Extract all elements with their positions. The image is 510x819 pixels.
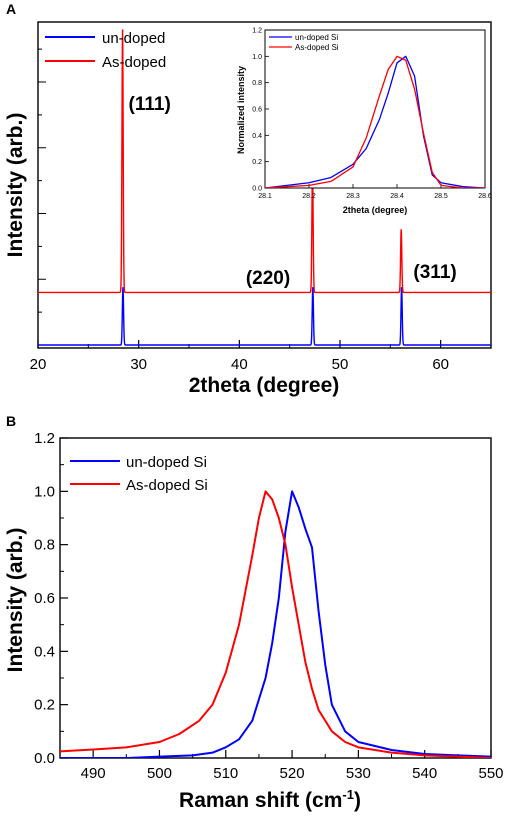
panel-a-inset: 28.1 28.2 28.3 28.4 28.5 28.6 0.0 0.2 0.4 0.6 0.8 1… [236,28,492,216]
panel-b-x-tick-label: 500 [147,765,172,782]
panel-b-x-axis-title: Raman shift (cm-1) [179,787,361,812]
panel-a-legend: un-doped As-doped [45,30,166,71]
series-line-as-doped [38,29,491,294]
panel-b-x-tick-label: 490 [81,765,106,782]
panel-a-frame [37,21,492,349]
panel-b-x-tick-label: 510 [213,765,238,782]
panel-b-x-tick-label: 550 [478,765,503,782]
panel-a-x-tick-label: 20 [30,356,47,373]
panel-b-y-tick-label: 0.4 [34,643,55,660]
inset-legend-label-as-doped: As-doped Si [295,43,339,52]
inset-x-tick-label: 28.2 [302,193,316,200]
panel-b-x-tick-label: 520 [280,765,305,782]
inset-y-tick-label: 0.6 [252,107,262,114]
inset-y-tick-label: 1.0 [252,54,262,61]
panel-a-x-tick-label: 60 [432,356,449,373]
panel-b-label: B [6,413,16,429]
series-line-un-doped [38,287,491,346]
inset-x-tick-label: 28.5 [434,193,448,200]
panel-a: 20 30 40 50 60 (111) (220) (311) un-doped As-d… [4,21,492,397]
x-axis-title-superscript: -1 [342,787,354,802]
panel-a-x-tick-label: 30 [130,356,147,373]
inset-y-tick-label: 0.4 [252,133,262,140]
panel-a-y-axis-title: Intensity (arb.) [4,113,27,258]
panel-b-y-tick-label: 0.2 [34,697,55,714]
panel-b-y-tick-label: 0.0 [34,750,55,767]
inset-legend-label-un-doped: un-doped Si [295,33,338,42]
series-line-as-doped-si [60,490,491,758]
panel-b-x-tick-label: 530 [346,765,371,782]
panel-b-y-tick-label: 1.0 [34,483,55,500]
inset-y-axis-title: Normalized intensity [236,66,246,154]
inset-y-tick-label: 0.0 [252,186,262,193]
panel-b-frame [59,437,492,759]
panel-b-y-axis-title: Intensity (arb.) [4,528,27,673]
x-axis-title-main: Raman shift (cm [179,789,342,812]
panel-b-y-tick-label: 0.6 [34,590,55,607]
panel-b: 490 500 510 520 530 540 550 0.0 0.2 0.4 0.6 0.8 1.0 1… [4,430,504,812]
inset-x-tick-label: 28.1 [258,193,272,200]
legend-label-as-doped: As-doped [102,54,166,71]
inset-y-tick-label: 1.2 [252,28,262,35]
inset-x-axis-title: 2theta (degree) [343,205,408,215]
x-axis-title-suffix: ) [354,789,361,812]
peak-label-311: (311) [413,262,456,283]
inset-x-tick-label: 28.4 [390,193,404,200]
legend-label-as-doped-si: As-doped Si [126,477,208,494]
peak-label-111: (111) [129,94,171,115]
panel-b-y-tick-label: 0.8 [34,537,55,554]
inset-legend: un-doped Si As-doped Si [269,33,339,52]
panel-b-x-tick-label: 540 [412,765,437,782]
panel-b-y-tick-label: 1.2 [34,430,55,447]
panel-b-legend: un-doped Si As-doped Si [70,454,208,494]
panel-a-label: A [6,1,16,17]
inset-x-tick-label: 28.3 [346,193,360,200]
panel-a-x-tick-label: 40 [231,356,248,373]
inset-series-line-as-doped-si [265,55,485,188]
panel-a-x-axis-title: 2theta (degree) [189,374,340,397]
inset-x-tick-label: 28.6 [478,193,492,200]
panel-a-x-tick-label: 50 [332,356,349,373]
series-line-un-doped-si [60,490,491,758]
inset-y-tick-label: 0.2 [252,159,262,166]
legend-label-un-doped: un-doped [102,30,165,47]
inset-y-tick-label: 0.8 [252,80,262,87]
legend-label-un-doped-si: un-doped Si [126,454,207,471]
peak-label-220: (220) [246,268,290,289]
